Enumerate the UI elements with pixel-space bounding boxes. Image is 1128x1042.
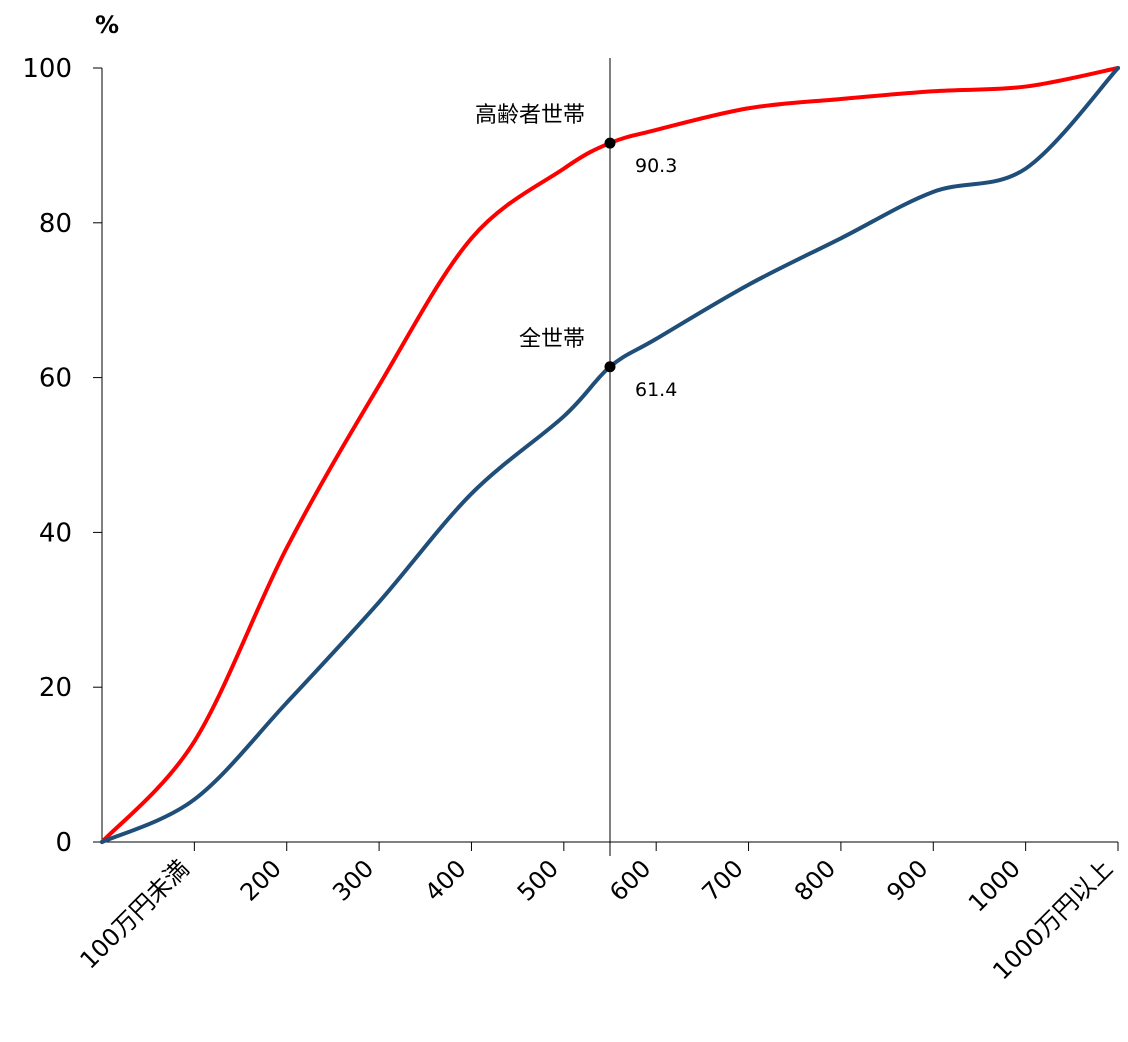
marker-value-label: 90.3 [635,155,677,177]
labels-group: 90.3 高齢者世帯 61.4 全世帯 [475,103,677,401]
x-tick-label: 700 [697,854,749,906]
y-tick-label: 100 [22,54,72,84]
x-tick-label: 800 [789,854,841,906]
series-group [100,66,1120,844]
marker-point [604,137,616,149]
y-tick-label: 40 [39,518,72,548]
y-tick-label: 0 [55,828,72,858]
x-tick-label: 500 [512,854,564,906]
x-tick-label: 200 [235,854,287,906]
x-tick-label: 300 [327,854,379,906]
series-label-elderly-households: 高齢者世帯 [475,103,585,128]
series-line-all-households [100,66,1120,844]
axes: 0 20 40 60 80 100% 100万円未満 200 300 400 500 600 700 80… [22,11,1119,985]
x-tick-label: 100万円未満 [75,854,195,974]
x-tick-label: 900 [881,854,933,906]
x-tick-label: 400 [420,854,472,906]
marker-point [604,361,616,373]
y-tick-label: 20 [39,673,72,703]
series-line-elderly-households [100,66,1120,844]
y-axis-unit-label: % [95,11,119,39]
x-tick-label: 1000 [963,854,1026,917]
y-tick-label: 80 [39,209,72,239]
x-tick-label: 600 [604,854,656,906]
y-tick-label: 60 [39,364,72,394]
series-label-all-households: 全世帯 [519,327,585,352]
marker-value-label: 61.4 [635,379,677,401]
